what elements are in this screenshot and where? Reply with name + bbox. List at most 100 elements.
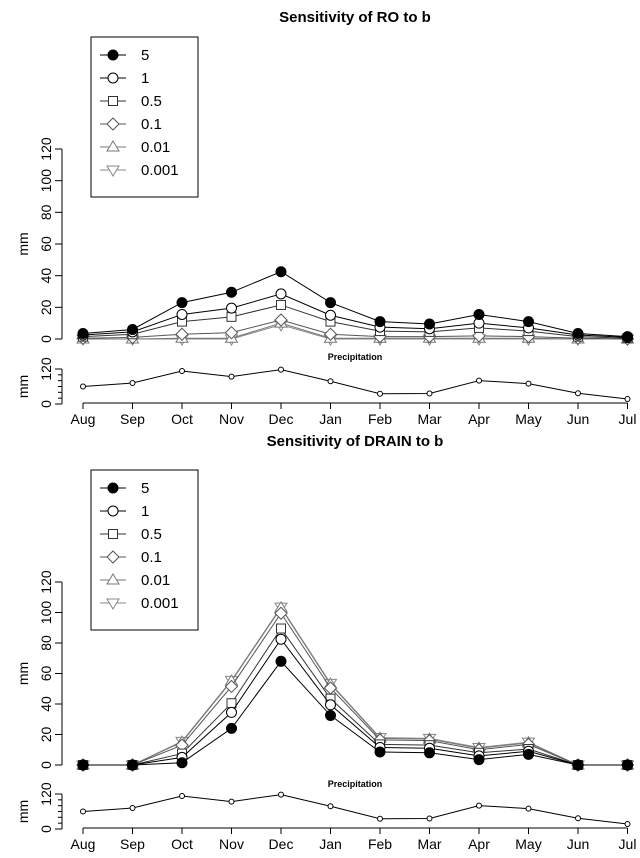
data-point xyxy=(127,759,138,771)
legend-label: 0.1 xyxy=(141,116,162,133)
chart-title: Sensitivity of RO to b xyxy=(279,9,431,26)
precip-point xyxy=(179,368,185,375)
data-point xyxy=(274,606,288,620)
series-line xyxy=(83,638,628,766)
data-point xyxy=(226,722,237,734)
data-point xyxy=(374,316,386,328)
legend-label: 0.1 xyxy=(141,549,162,566)
data-point xyxy=(325,309,336,321)
precip-series xyxy=(80,791,631,828)
chart-title: Sensitivity of DRAIN to b xyxy=(267,433,444,450)
precip-point xyxy=(426,390,433,397)
x-tick-label: Aug xyxy=(71,836,96,852)
y-tick-label: 0 xyxy=(38,335,54,343)
legend-label: 0.5 xyxy=(141,93,162,110)
ro-sensitivity-chart: Sensitivity of RO to b 0 20 40 60 80 100 120 mm 5… xyxy=(15,9,635,346)
series-1 xyxy=(77,633,633,771)
precip-point xyxy=(80,808,86,815)
data-point xyxy=(175,327,189,341)
x-tick-label: Oct xyxy=(171,411,193,427)
series-line xyxy=(83,612,628,766)
x-tick-label: Dec xyxy=(269,836,294,852)
y-tick-label: 40 xyxy=(38,696,54,712)
precip-point xyxy=(179,793,185,800)
x-tick-label: Dec xyxy=(269,411,294,427)
series-line xyxy=(83,322,628,340)
x-tick-label: Jun xyxy=(567,411,590,427)
data-point xyxy=(572,327,584,339)
precip-line xyxy=(82,794,628,825)
data-point xyxy=(275,633,287,645)
data-point xyxy=(325,709,336,721)
series-line xyxy=(83,627,628,766)
data-point xyxy=(275,288,287,300)
x-tick-label: Nov xyxy=(219,411,244,427)
precip-point xyxy=(377,815,383,822)
x-tick-label: Oct xyxy=(171,836,193,852)
data-point xyxy=(226,698,237,709)
y-tick-label: 120 xyxy=(38,137,54,161)
data-point xyxy=(275,266,287,278)
x-tick-label: Jul xyxy=(619,411,637,427)
data-point xyxy=(523,748,534,760)
legend-label: 0.001 xyxy=(141,595,179,612)
legend-marker xyxy=(106,550,120,564)
series-line xyxy=(82,293,628,338)
legend-marker xyxy=(106,573,120,585)
x-tick-label: Sep xyxy=(120,411,145,427)
x-tick-label: Feb xyxy=(368,836,392,852)
data-point xyxy=(226,706,237,718)
x-tick-label: Jul xyxy=(619,836,637,852)
legend-label: 1 xyxy=(141,503,149,520)
precip-point xyxy=(228,798,235,805)
x-tick-label: Jan xyxy=(319,836,342,852)
precip-point xyxy=(80,383,86,390)
x-tick-label: Mar xyxy=(417,411,441,427)
legend-marker xyxy=(108,96,118,106)
data-point xyxy=(77,327,89,339)
precip-line xyxy=(82,369,628,400)
series-line xyxy=(83,324,628,340)
data-point xyxy=(424,747,435,759)
legend-marker xyxy=(107,49,119,61)
data-point xyxy=(226,311,237,322)
y-tick-label: 100 xyxy=(38,169,54,193)
legend-label: 0.01 xyxy=(141,139,170,156)
precip-point xyxy=(278,366,284,373)
y-tick-label: 120 xyxy=(38,782,54,806)
y-tick-label: 60 xyxy=(38,236,54,252)
legend-label: 0.01 xyxy=(141,572,170,589)
x-tick-label: Mar xyxy=(417,836,441,852)
series-line xyxy=(83,660,628,766)
y-tick-label: 60 xyxy=(38,666,54,682)
legend-marker xyxy=(106,165,120,177)
y-tick-label: 20 xyxy=(38,727,54,743)
legend-label: 1 xyxy=(141,70,149,87)
y-tick-label: 120 xyxy=(38,357,54,381)
y-tick-label: 0 xyxy=(38,761,54,769)
precipitation-chart-top: Precipitation 0 120 mm Aug Sep Oct Nov Dec Jan Feb… xyxy=(15,352,636,427)
x-tick-label: Aug xyxy=(71,411,96,427)
data-point xyxy=(424,318,435,330)
x-tick-label: May xyxy=(515,836,541,852)
precip-title: Precipitation xyxy=(328,352,383,362)
precip-point xyxy=(476,377,482,384)
y-axis-label: mm xyxy=(15,232,31,255)
series-5 xyxy=(77,655,633,771)
x-tick-label: May xyxy=(515,411,541,427)
data-point xyxy=(274,313,288,327)
data-point xyxy=(176,297,188,309)
legend-marker xyxy=(107,72,119,84)
precip-point xyxy=(377,390,383,397)
legend-marker xyxy=(107,482,119,494)
data-point xyxy=(325,699,336,711)
series-0.5 xyxy=(78,623,633,770)
data-point xyxy=(523,316,534,328)
y-tick-label: 0 xyxy=(38,825,54,833)
legend-label: 5 xyxy=(141,47,149,64)
series-0.001 xyxy=(76,320,635,346)
y-tick-label: 0 xyxy=(38,400,54,408)
precip-point xyxy=(525,805,532,812)
precip-point xyxy=(278,791,284,798)
